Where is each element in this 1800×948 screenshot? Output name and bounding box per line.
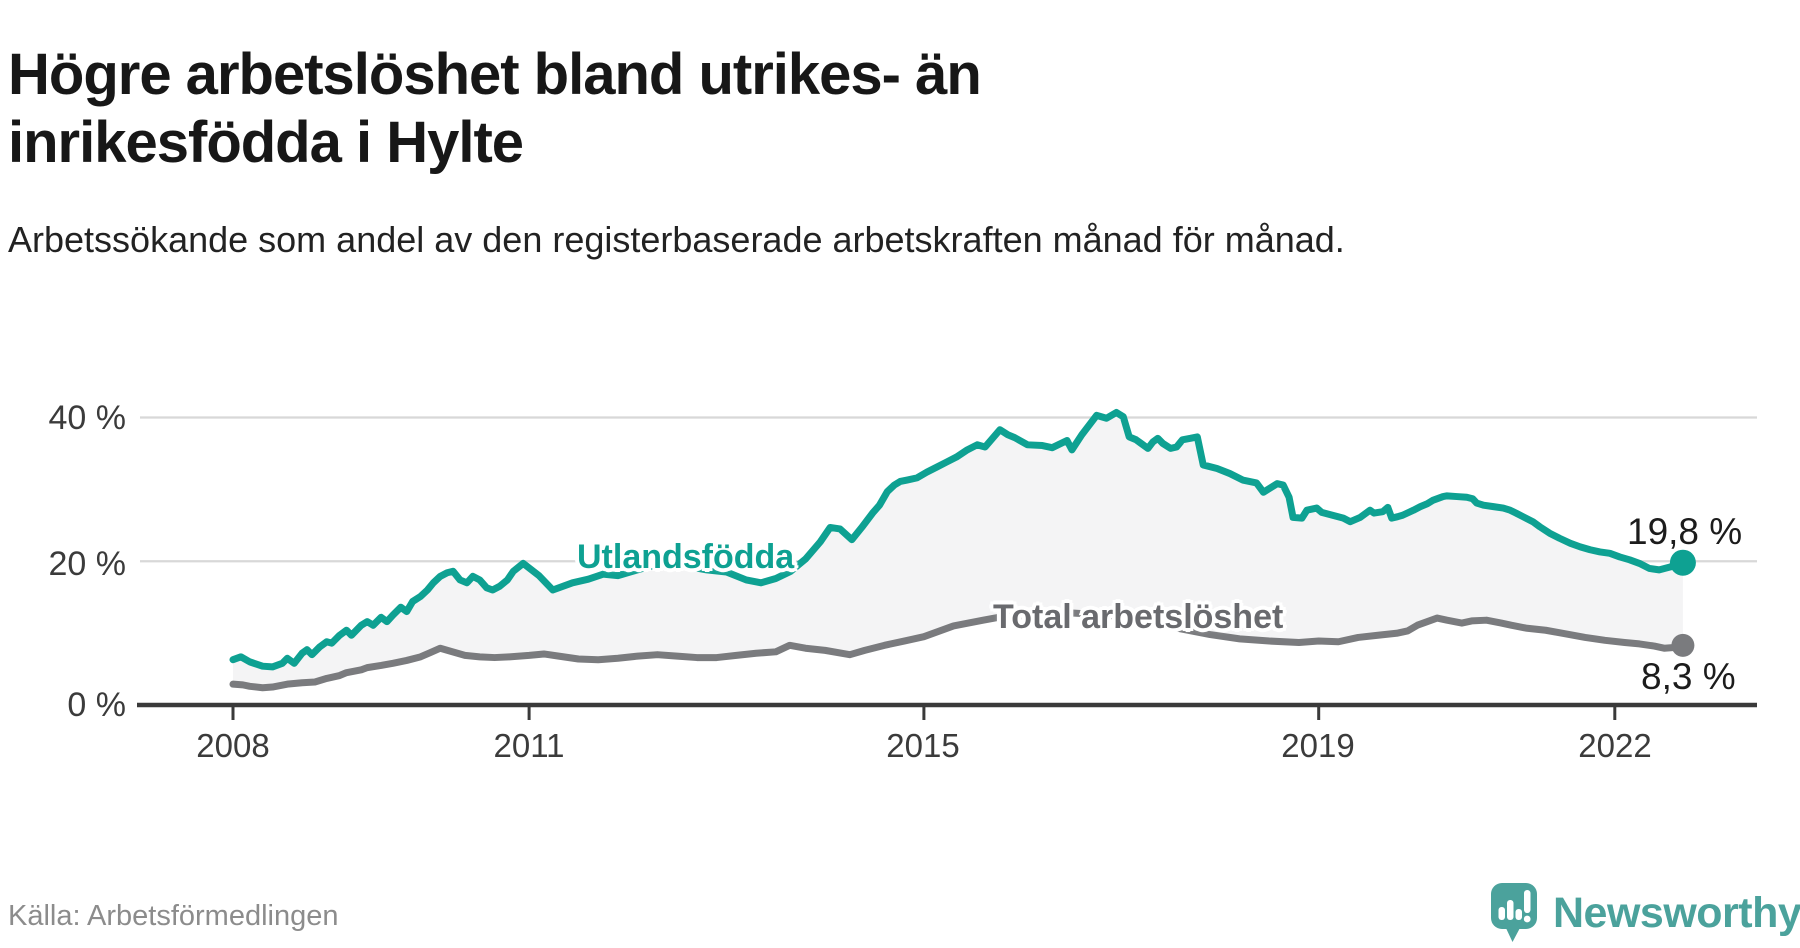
x-tick-label-2015: 2015 [886, 727, 960, 764]
page-title: Högre arbetslöshet bland utrikes- än inr… [8, 41, 982, 175]
logo-bar-1 [1498, 907, 1505, 920]
logo-bar-2 [1507, 900, 1514, 920]
logo-exclamation-bar [1524, 890, 1531, 913]
x-tick-label-2011: 2011 [493, 727, 565, 764]
end-value-total: 8,3 % [1641, 656, 1736, 697]
newsworthy-wordmark: Newsworthy [1553, 888, 1800, 937]
logo-exclamation-dot [1523, 915, 1531, 923]
x-tick-label-2008: 2008 [196, 727, 270, 764]
y-tick-label-0: 0 % [67, 686, 126, 724]
line-total-arbetsl-shet [229, 609, 1687, 692]
y-tick-label-20: 20 % [48, 545, 127, 583]
end-value-utlandsfodda: 19,8 % [1627, 511, 1743, 552]
y-tick-label-40: 40 % [48, 399, 127, 437]
newsworthy-logo: Newsworthy [1490, 882, 1800, 944]
end-dot-utlandsf-dda [1669, 549, 1696, 576]
x-tick-label-2019: 2019 [1281, 727, 1355, 764]
line-utlandsf-dda [229, 408, 1687, 671]
logo-bar-3 [1515, 909, 1522, 920]
series-label-total-arbetsloshet: Total arbetslöshet [993, 598, 1284, 636]
source-note: Källa: Arbetsförmedlingen [8, 900, 339, 932]
page-subtitle: Arbetssökande som andel av den registerb… [8, 219, 1345, 260]
newsworthy-logo-icon [1491, 883, 1537, 942]
series-label-utlandsfodda: Utlandsfödda [577, 538, 795, 576]
end-dot-total-arbetsl-shet [1671, 633, 1695, 657]
x-tick-label-2022: 2022 [1578, 727, 1652, 764]
gap-area [233, 412, 1683, 688]
